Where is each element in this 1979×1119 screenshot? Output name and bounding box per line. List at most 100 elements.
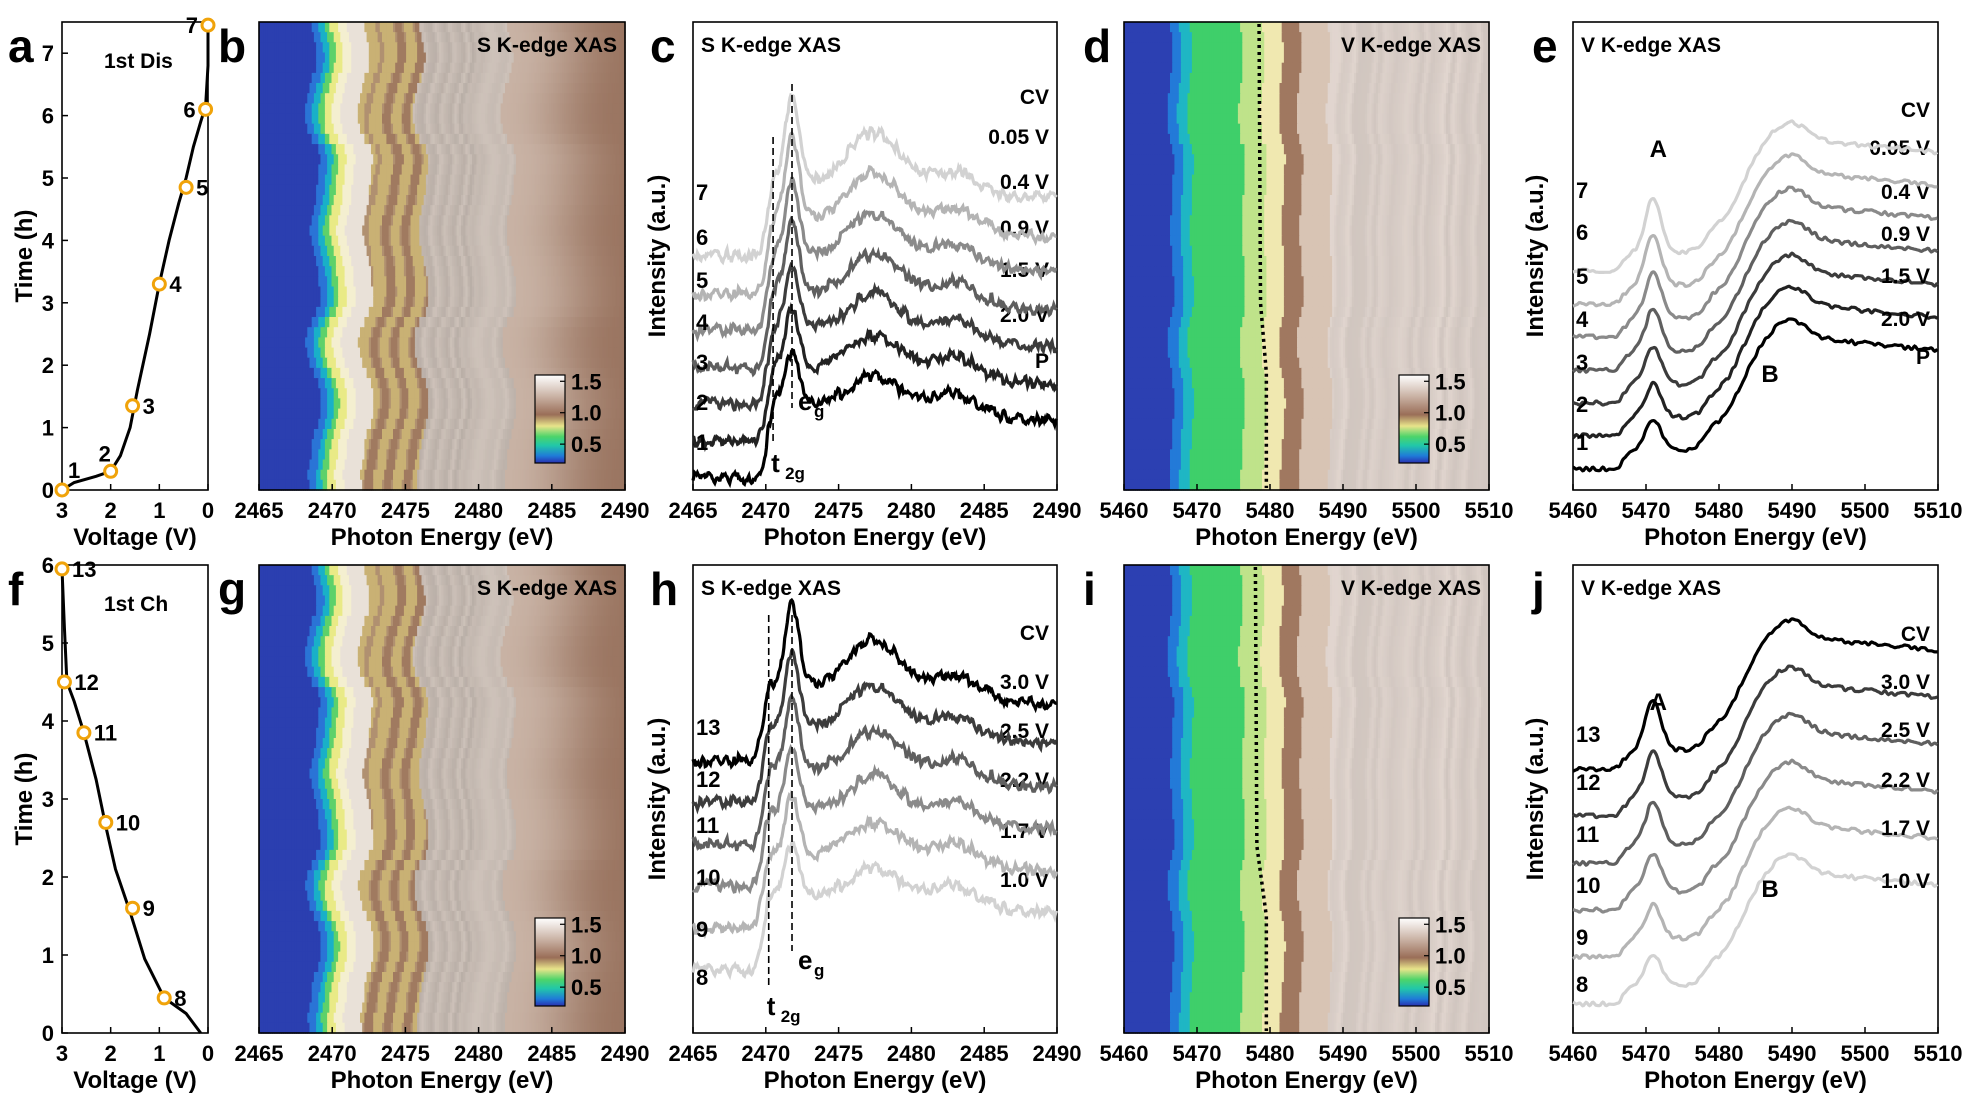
heatmap-cell — [375, 93, 379, 105]
heatmap-cell — [601, 103, 605, 115]
heatmap-cell — [553, 62, 557, 74]
heatmap-cell — [614, 72, 618, 84]
heatmap-cell — [278, 42, 282, 54]
heatmap-cell — [384, 103, 388, 115]
heatmap-cell — [294, 72, 297, 84]
heatmap-cell — [472, 123, 475, 135]
heatmap-cell — [434, 22, 438, 33]
heatmap-cell — [270, 62, 273, 74]
heatmap-cell — [366, 22, 370, 33]
heatmap-cell — [533, 22, 537, 33]
heatmap-cell — [474, 72, 478, 84]
heatmap-cell — [318, 52, 322, 64]
heatmap-cell — [515, 72, 519, 84]
heatmap-cell — [478, 52, 482, 64]
heatmap-cell — [537, 62, 541, 74]
heatmap-cell — [406, 62, 409, 74]
heatmap-cell — [300, 52, 304, 64]
heatmap-cell — [540, 103, 543, 115]
heatmap-cell — [434, 113, 438, 125]
heatmap-cell — [406, 22, 409, 33]
heatmap-cell — [601, 72, 605, 84]
heatmap-cell — [259, 22, 262, 33]
heatmap-cell — [388, 22, 392, 33]
heatmap-cell — [480, 113, 484, 125]
heatmap-cell — [377, 72, 381, 84]
heatmap-cell — [382, 72, 385, 84]
heatmap-cell — [542, 103, 546, 115]
heatmap-cell — [505, 103, 508, 115]
heatmap-cell — [353, 93, 357, 105]
heatmap-cell — [467, 113, 471, 125]
heatmap-cell — [296, 42, 300, 54]
heatmap-cell — [434, 62, 438, 74]
heatmap-cell — [423, 42, 427, 54]
heatmap-cell — [357, 32, 361, 44]
heatmap-cell — [281, 42, 284, 54]
heatmap-cell — [474, 103, 478, 115]
heatmap-cell — [384, 42, 388, 54]
heatmap-cell — [289, 62, 293, 74]
heatmap-cell — [410, 123, 414, 135]
heatmap-cell — [384, 93, 388, 105]
heatmap-cell — [509, 32, 513, 44]
heatmap-cell — [329, 32, 333, 44]
heatmap-cell — [316, 62, 319, 74]
heatmap-cell — [616, 32, 620, 44]
heatmap-cell — [324, 42, 328, 54]
heatmap-cell — [498, 62, 502, 74]
heatmap-cell — [349, 113, 352, 125]
heatmap-cell — [505, 113, 508, 125]
state-marker — [198, 101, 214, 117]
heatmap-cell — [355, 123, 359, 135]
heatmap-cell — [302, 32, 306, 44]
heatmap-cell — [276, 103, 280, 115]
heatmap-cell — [377, 42, 381, 54]
heatmap-cell — [456, 83, 460, 94]
heatmap-cell — [410, 72, 414, 84]
heatmap-cell — [439, 62, 442, 74]
heatmap-cell — [272, 52, 276, 64]
heatmap-cell — [371, 22, 374, 33]
heatmap-cell — [564, 72, 568, 84]
heatmap-cell — [274, 32, 278, 44]
heatmap-cell — [377, 93, 381, 105]
heatmap-cell — [298, 113, 302, 125]
marker-label: 2 — [99, 441, 111, 466]
heatmap-cell — [417, 103, 420, 115]
heatmap-cell — [267, 22, 271, 33]
heatmap-cell — [278, 62, 282, 74]
heatmap-cell — [296, 83, 300, 94]
heatmap-cell — [364, 52, 368, 64]
y-tick-label: 6 — [42, 104, 54, 129]
heatmap-cell — [414, 83, 418, 94]
heatmap-cell — [349, 62, 352, 74]
heatmap-cell — [364, 62, 368, 74]
heatmap-cell — [447, 123, 451, 135]
heatmap-cell — [603, 83, 607, 94]
heatmap-cell — [311, 103, 315, 115]
heatmap-cell — [505, 22, 508, 33]
heatmap-cell — [428, 62, 431, 74]
heatmap-cell — [595, 52, 598, 64]
heatmap-cell — [461, 52, 464, 64]
heatmap-cell — [480, 72, 484, 84]
heatmap-cell — [281, 83, 284, 94]
heatmap-cell — [305, 83, 308, 94]
heatmap-cell — [590, 32, 594, 44]
heatmap-cell — [586, 52, 590, 64]
heatmap-cell — [338, 62, 341, 74]
heatmap-cell — [412, 62, 416, 74]
heatmap-cell — [309, 32, 313, 44]
heatmap-cell — [599, 113, 603, 125]
heatmap-cell — [546, 103, 550, 115]
heatmap-cell — [294, 83, 297, 94]
heatmap-cell — [285, 83, 289, 94]
heatmap-cell — [606, 22, 609, 33]
heatmap-cell — [311, 113, 315, 125]
heatmap-cell — [555, 72, 559, 84]
heatmap-cell — [509, 93, 513, 105]
heatmap-cell — [555, 93, 559, 105]
plot-frame — [61, 21, 209, 491]
heatmap-cell — [467, 72, 471, 84]
